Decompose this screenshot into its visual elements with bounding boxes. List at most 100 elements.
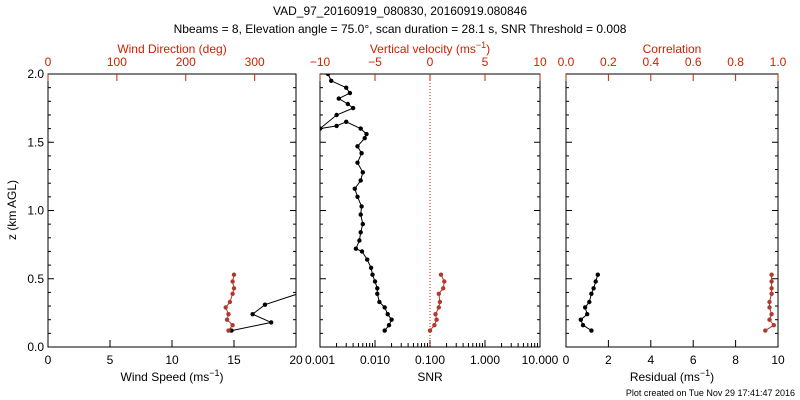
panel-2-series-2-line	[429, 274, 445, 331]
panel-2-series-1-point	[358, 126, 363, 131]
bottom-tick-label: 0	[563, 353, 570, 367]
panel-3-series-2-point	[769, 312, 774, 317]
snr-tick-label: 10.000	[522, 353, 559, 367]
top-axis-label: Wind Direction (deg)	[117, 42, 226, 56]
panel-3-series-2-line	[765, 274, 775, 332]
panel-3-series-2-point	[769, 279, 774, 284]
bottom-tick-label: 5	[107, 353, 114, 367]
panel-2-series-1-point	[360, 221, 365, 227]
panel-2-series-1-point	[320, 126, 323, 131]
y-tick-label: 0.0	[27, 340, 44, 354]
y-tick-label: 1.0	[27, 204, 44, 218]
panel-2-series-1-point	[385, 312, 390, 317]
top-tick-label: 200	[176, 55, 196, 69]
top-tick-label: 0.6	[685, 55, 702, 69]
panel-2-series-1-point	[329, 78, 334, 84]
panel-2-series-2-point	[438, 272, 444, 277]
panel-2-series-1-point	[382, 328, 387, 333]
top-tick-label: 300	[245, 55, 265, 69]
panel-3-series-1-point	[580, 323, 586, 328]
panel-3-series-1-point	[585, 312, 590, 317]
panel-2-series-1-point	[350, 105, 356, 111]
panel-3-series-1-point	[593, 279, 598, 284]
panel-2-series-1-point	[375, 291, 380, 296]
panel-2-series-1-point	[382, 305, 387, 310]
panel-2-series-1-point	[360, 170, 365, 175]
panel-1-series-1-point	[250, 312, 255, 317]
top-tick-label: 0.8	[727, 55, 744, 69]
panel-2-series-2-point	[434, 317, 439, 322]
panel-2-series-2-point	[436, 291, 441, 296]
panel-3-data	[578, 272, 776, 333]
panel-1-series-2-point	[231, 286, 237, 291]
bottom-tick-label: 2	[605, 353, 612, 367]
panel-2-series-2-point	[441, 286, 446, 291]
top-axis-label: Correlation	[643, 42, 702, 56]
panel-1-series-2-point	[230, 279, 235, 284]
panel-2-series-1-point	[355, 144, 360, 149]
panel-1-series-2-point	[226, 312, 231, 317]
panel-3-series-2-point	[771, 323, 776, 328]
panel-2-series-1-point	[359, 151, 364, 156]
panel-2-series-1-point	[359, 204, 364, 209]
panel-3-series-2-point	[769, 272, 774, 277]
panel-2-series-2-point	[432, 323, 437, 328]
panel-1-series-2-point	[224, 317, 230, 322]
panel-2-series-1-point	[375, 286, 380, 291]
panel-1-series-2-point	[230, 291, 235, 296]
panel-1-series-2-line	[225, 274, 235, 331]
bottom-tick-label: 20	[289, 353, 303, 367]
snr-tick-label: 0.010	[360, 353, 390, 367]
panel-2-series-1-point	[359, 249, 365, 254]
bottom-tick-label: 10	[771, 353, 785, 367]
panel-3-series-2-point	[767, 299, 772, 305]
top-tick-label: 1.0	[770, 55, 787, 69]
top-tick-label: 5	[482, 55, 489, 69]
panel-1-frame	[47, 73, 297, 348]
panel-2-series-1-point	[386, 323, 392, 328]
bottom-tick-label: 6	[690, 353, 697, 367]
top-tick-label: 0.0	[558, 55, 575, 69]
panel-2-series-1-point	[362, 136, 367, 141]
panel-1-series-2-point	[223, 305, 228, 310]
panel-2-series-1-point	[355, 194, 360, 199]
bottom-tick-label: 0	[45, 353, 52, 367]
y-tick-label: 2.0	[27, 67, 44, 81]
title-line2: Nbeams = 8, Elevation angle = 75.0°, sca…	[174, 22, 627, 36]
panel-2-series-1-point	[358, 178, 363, 183]
bottom-tick-label: 15	[227, 353, 241, 367]
panel-2-frame	[319, 73, 541, 348]
panel-2-series-2-point	[442, 279, 447, 284]
panel-2-series-1-point	[345, 101, 350, 107]
panel-2-series-1-point	[334, 112, 339, 118]
panel-2-series-1-point	[365, 257, 370, 262]
panel-2-series-1-point	[389, 317, 394, 322]
panel-2-series-2-point	[437, 299, 443, 305]
top-tick-label: 0	[45, 55, 52, 69]
top-tick-label: 0.2	[600, 55, 617, 69]
panel-1-series-2-point	[231, 272, 237, 277]
panel-3-series-1-point	[589, 328, 594, 333]
y-tick-label: 0.5	[27, 272, 44, 286]
panel-3-series-1-point	[589, 291, 594, 296]
panel-2-series-1-point	[353, 246, 359, 251]
panel-1-series-1-point	[262, 302, 268, 307]
panel-2-series-1-point	[358, 230, 363, 235]
panel-2-series-1-point	[334, 123, 339, 129]
y-tick-label: 1.5	[27, 135, 44, 149]
panel-2-series-1-point	[364, 131, 369, 137]
y-axis-label: z (km AGL)	[5, 180, 19, 240]
panel-2-series-1-point	[370, 272, 375, 277]
panel-2-series-1-point	[357, 238, 362, 243]
snr-tick-label: 0.100	[415, 353, 445, 367]
panel-1-series-1-point	[300, 290, 304, 294]
panel-2-data	[320, 74, 447, 333]
panel-2-series-1-point	[372, 279, 378, 284]
top-tick-label: 100	[107, 55, 127, 69]
bottom-tick-label: 8	[732, 353, 739, 367]
panel-1-series-1-line	[231, 293, 296, 332]
panel-3-series-1-point	[582, 305, 588, 310]
panel-2-series-1-point	[336, 96, 341, 101]
